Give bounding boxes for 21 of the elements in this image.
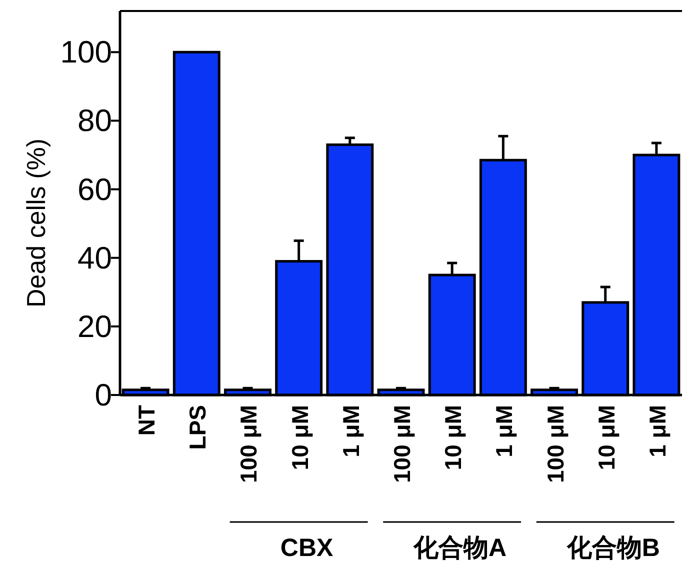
- x-tick-label: 100 μM: [236, 405, 262, 483]
- x-tick-label: 100 μM: [542, 405, 568, 483]
- text: 化合物B: [566, 534, 660, 561]
- x-tick-label: 1 μM: [644, 405, 670, 458]
- x-tick-label: 1 μM: [491, 405, 518, 458]
- y-axis-title: Dead cells (%): [21, 138, 51, 308]
- x-tick-label: LPS: [184, 405, 211, 450]
- y-tick-label: 60: [78, 172, 112, 207]
- y-tick-label: 40: [78, 240, 112, 276]
- y-tick-label: 20: [78, 308, 112, 344]
- text: 化合物A: [412, 534, 507, 561]
- x-tick-label: 10 μM: [440, 405, 466, 470]
- x-tick-label: 10 μM: [593, 405, 620, 470]
- x-tick-label: 100 μM: [389, 405, 415, 483]
- x-tick-label: 10 μM: [286, 405, 313, 470]
- x-tick-label: 1 μM: [338, 405, 364, 458]
- text: CBX: [280, 534, 334, 561]
- y-tick-label: 0: [94, 378, 112, 412]
- y-tick-label: 80: [78, 103, 112, 138]
- x-tick-label: NT: [134, 405, 160, 436]
- y-tick-label: 100: [60, 34, 112, 70]
